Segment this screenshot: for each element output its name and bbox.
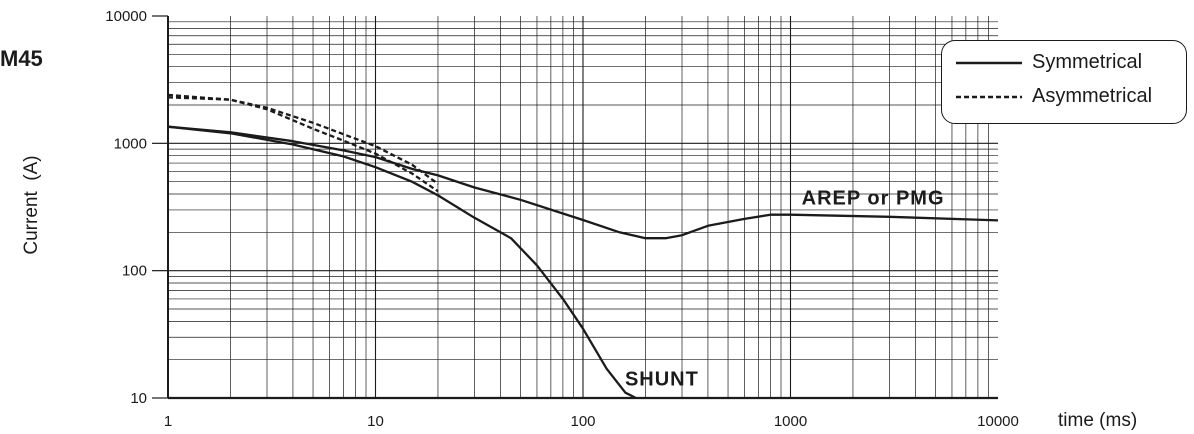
- annotation-arep-or-pmg: AREP or PMG: [802, 188, 945, 210]
- x-tick-label: 1: [164, 413, 172, 430]
- x-tick-label: 1000: [774, 413, 807, 430]
- legend-entry-symmetrical: Symmetrical: [954, 51, 1142, 74]
- y-tick-label: 10: [130, 390, 147, 407]
- y-axis-label: Current (A): [21, 155, 42, 255]
- y-tick-label: 100: [122, 263, 147, 280]
- chart-curves: [167, 93, 999, 400]
- annotation-shunt: SHUNT: [625, 369, 699, 391]
- legend-entry-asymmetrical: Asymmetrical: [954, 85, 1152, 108]
- y-tick-label: 1000: [114, 135, 147, 152]
- x-tick-label: 10000: [977, 413, 1019, 430]
- chart-axes: [167, 16, 998, 400]
- legend-label-symmetrical: Symmetrical: [1032, 51, 1143, 73]
- chart-tick-labels: 1 10 100 1000 10000 10 100 1000 10000: [105, 8, 1019, 430]
- dashed-line-swatch: [956, 95, 1022, 98]
- series-line-asymmetrical: [167, 96, 439, 193]
- side-title: M45: [0, 46, 43, 71]
- legend-label-asymmetrical: Asymmetrical: [1032, 85, 1153, 107]
- chart-annotations: AREP or PMG SHUNT: [625, 188, 945, 391]
- chart-grid: [167, 16, 998, 399]
- x-axis-label: time (ms): [1058, 410, 1138, 431]
- series-line-symmetrical: [167, 125, 999, 240]
- series-line-asymmetrical: [167, 93, 439, 185]
- x-tick-label: 100: [570, 413, 595, 430]
- x-tick-label: 10: [367, 413, 384, 430]
- series-line-symmetrical: [167, 125, 637, 400]
- legend: Symmetrical Asymmetrical: [941, 40, 1187, 124]
- solid-line-swatch: [956, 61, 1022, 64]
- y-tick-label: 10000: [105, 8, 147, 25]
